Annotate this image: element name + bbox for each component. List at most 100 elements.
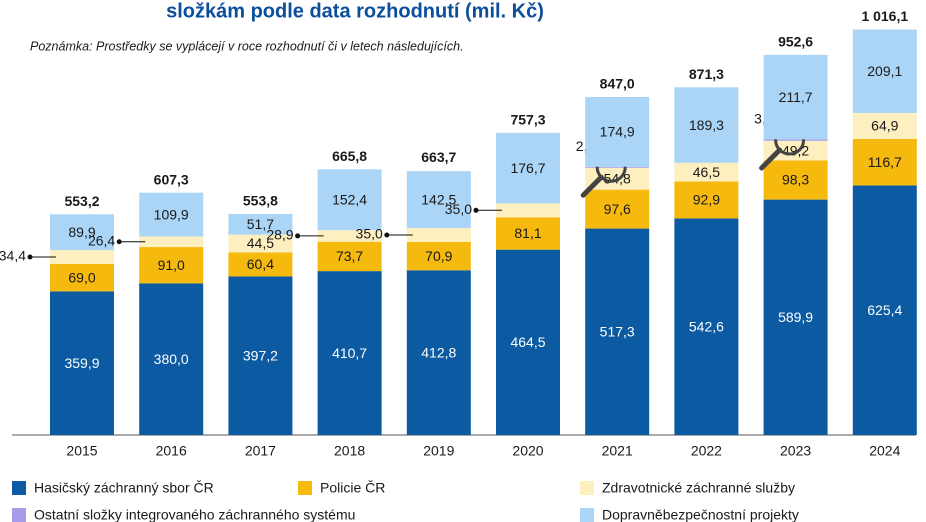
bar-segment (317, 169, 382, 231)
total-label: 663,7 (421, 149, 456, 165)
x-tick-label: 2021 (602, 443, 633, 459)
legend-swatch (12, 508, 26, 522)
value-label: 64,9 (871, 118, 898, 134)
x-tick-label: 2020 (512, 443, 543, 459)
bar-segment (852, 112, 917, 139)
bar-segment (317, 271, 382, 435)
value-label: 98,3 (782, 172, 809, 188)
bar-segment (763, 139, 828, 141)
x-tick-label: 2018 (334, 443, 365, 459)
bar-segment (139, 192, 204, 237)
value-label: 412,8 (421, 344, 456, 360)
bar-segment (406, 270, 471, 435)
total-label: 553,8 (243, 193, 278, 209)
value-label: 60,4 (247, 256, 274, 272)
legend-swatch (580, 508, 594, 522)
bar-segment (139, 247, 204, 284)
value-label: 209,1 (867, 63, 902, 79)
value-label: 35,0 (356, 226, 383, 242)
x-tick-label: 2022 (691, 443, 722, 459)
value-label: 142,5 (421, 191, 456, 207)
value-label: 46,5 (693, 164, 720, 180)
magnifier-handle (759, 147, 783, 171)
bar-segment (852, 138, 917, 186)
value-label: 70,9 (425, 248, 452, 264)
total-label: 553,2 (64, 193, 99, 209)
bar-segment (50, 250, 114, 264)
value-label: 152,4 (332, 191, 367, 207)
bar-segment (496, 249, 560, 435)
bar-segment (763, 54, 828, 140)
bar-segment (228, 234, 293, 253)
legend-swatch (12, 481, 26, 495)
total-label: 607,3 (154, 171, 189, 187)
legend-label: Policie ČR (320, 480, 385, 496)
legend-swatch (580, 481, 594, 495)
bar-segment (139, 283, 204, 435)
value-label: 26,4 (88, 232, 115, 248)
value-label: 49,2 (782, 142, 809, 158)
bar-segment (496, 132, 560, 204)
value-label: 397,2 (243, 347, 278, 363)
total-label: 847,0 (600, 76, 635, 92)
bar-segment (228, 276, 293, 435)
value-label: 517,3 (600, 323, 635, 339)
x-tick-label: 2015 (66, 443, 97, 459)
bar-segment (585, 228, 650, 435)
value-label: 380,0 (154, 351, 189, 367)
bar-segment (585, 189, 650, 229)
value-label: 69,0 (68, 269, 95, 285)
total-label: 952,6 (778, 34, 813, 50)
x-tick-label: 2016 (156, 443, 187, 459)
x-tick-label: 2017 (245, 443, 276, 459)
value-label: 589,9 (778, 309, 813, 325)
bar-segment (228, 214, 293, 235)
value-label: 174,9 (600, 124, 635, 140)
x-tick-label: 2019 (423, 443, 454, 459)
bar-segment (763, 140, 828, 161)
bar-segment (585, 166, 650, 168)
value-label: 81,1 (514, 225, 541, 241)
total-label: 757,3 (510, 112, 545, 128)
bar-segment (406, 241, 471, 271)
bar-segment (317, 230, 382, 242)
legend-label: Zdravotnické záchranné služby (602, 480, 795, 496)
legend-label: Hasičský záchranný sbor ČR (34, 480, 214, 496)
value-label: 91,0 (158, 257, 185, 273)
value-label: 51,7 (247, 216, 274, 232)
legend-label: Ostatní složky integrovaného záchranného… (34, 507, 355, 522)
bar-segment (674, 162, 739, 182)
bar-segment (317, 241, 382, 272)
value-label: 542,6 (689, 318, 724, 334)
value-label: 464,5 (510, 334, 545, 350)
bar-segment (50, 263, 114, 292)
bar-segment (852, 29, 917, 113)
bar-segment (674, 87, 739, 163)
x-tick-label: 2024 (869, 443, 900, 459)
total-label: 871,3 (689, 66, 724, 82)
x-tick-label: 2023 (780, 443, 811, 459)
value-label: 44,5 (247, 235, 274, 251)
value-label: 176,7 (510, 160, 545, 176)
bar-segment (763, 199, 828, 435)
value-label: 89,9 (68, 224, 95, 240)
value-label: 35,0 (445, 201, 472, 217)
magnifier-handle (580, 174, 604, 198)
legend-swatch (298, 481, 312, 495)
value-label: 92,9 (693, 192, 720, 208)
bar-segment (496, 203, 560, 218)
value-label: 97,6 (604, 201, 631, 217)
bar-segment (50, 291, 114, 435)
value-label: 73,7 (336, 248, 363, 264)
value-label: 28,9 (266, 227, 293, 243)
legend-label: Dopravněbezpečnostní projekty (602, 507, 799, 522)
bar-segment (139, 236, 204, 248)
value-label: 109,9 (154, 206, 189, 222)
bar-segment (496, 217, 560, 250)
note: Poznámka: Prostředky se vyplácejí v roce… (30, 39, 464, 53)
bar-segment (585, 96, 650, 167)
bar-segment (406, 228, 471, 242)
bar-segment (674, 181, 739, 219)
value-label: 189,3 (689, 117, 724, 133)
bar-segment (406, 171, 471, 229)
